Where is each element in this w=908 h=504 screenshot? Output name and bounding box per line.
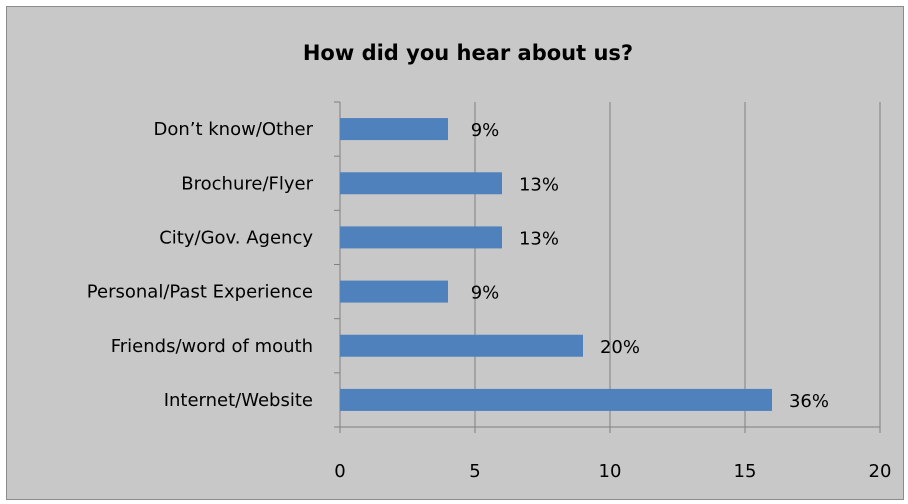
chart-title: How did you hear about us? bbox=[303, 41, 633, 65]
gridlines bbox=[474, 102, 881, 427]
data-label: 9% bbox=[471, 283, 500, 304]
category-label: Don’t know/Other bbox=[153, 119, 313, 140]
x-tick-label: 5 bbox=[469, 461, 480, 482]
chart-frame bbox=[6, 6, 904, 500]
bar bbox=[340, 388, 772, 411]
bar bbox=[340, 226, 502, 249]
category-label: Brochure/Flyer bbox=[181, 173, 313, 194]
bar bbox=[340, 334, 583, 357]
bars bbox=[340, 118, 772, 411]
bar bbox=[340, 118, 448, 141]
data-label: 13% bbox=[519, 174, 559, 195]
data-label: 20% bbox=[600, 337, 640, 358]
data-label: 9% bbox=[471, 120, 500, 141]
x-tick-label: 10 bbox=[599, 461, 622, 482]
x-tick-label: 20 bbox=[869, 461, 892, 482]
bar bbox=[340, 280, 448, 303]
category-label: City/Gov. Agency bbox=[159, 227, 313, 248]
bar bbox=[340, 172, 502, 195]
data-label: 13% bbox=[519, 228, 559, 249]
data-labels: 9% 13% 13% 9% 20% 36% bbox=[471, 120, 829, 412]
category-labels: Don’t know/Other Brochure/Flyer City/Gov. … bbox=[87, 119, 314, 411]
category-label: Internet/Website bbox=[164, 390, 313, 411]
x-tick-labels: 0 5 10 15 20 bbox=[334, 461, 891, 482]
x-tick-label: 0 bbox=[334, 461, 345, 482]
axes bbox=[334, 101, 881, 433]
category-label: Personal/Past Experience bbox=[87, 282, 313, 303]
category-label: Friends/word of mouth bbox=[111, 336, 313, 357]
x-tick-label: 15 bbox=[734, 461, 757, 482]
data-label: 36% bbox=[789, 391, 829, 412]
